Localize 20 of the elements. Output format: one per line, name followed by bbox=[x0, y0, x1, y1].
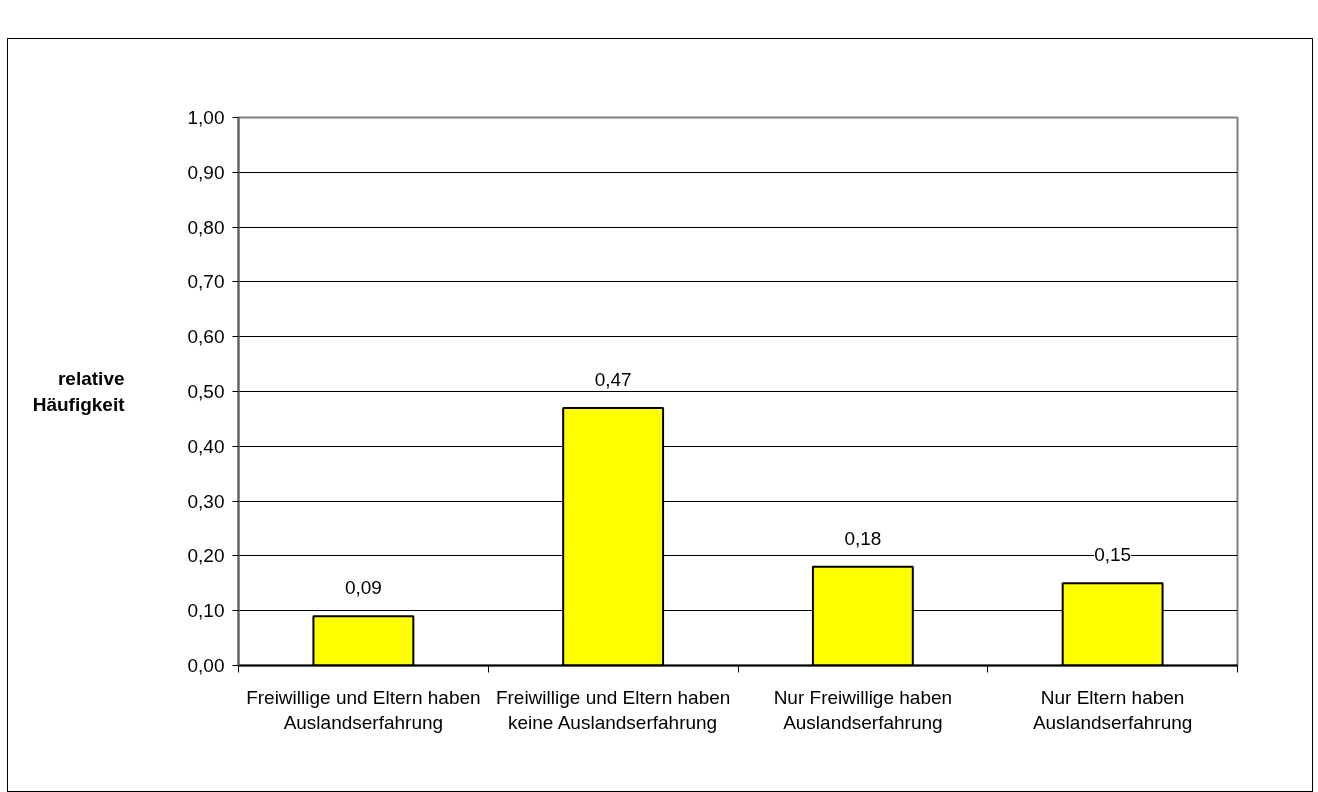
data-label: 0,15 bbox=[1094, 544, 1132, 566]
y-tick-label: 0,70 bbox=[187, 271, 225, 293]
y-tick-label: 0,90 bbox=[187, 161, 225, 183]
y-tick-label: 0,80 bbox=[187, 216, 225, 238]
data-label: 0,09 bbox=[344, 577, 382, 599]
y-axis-title: relative Häufigkeit bbox=[32, 368, 126, 415]
x-tick-label: Freiwillige und Eltern haben keine Auslandserfahrung bbox=[495, 686, 731, 733]
x-tick-label: Nur Freiwillige haben Auslandserfahrung bbox=[773, 686, 953, 733]
y-tick-label: 0,50 bbox=[187, 381, 225, 402]
y-tick-label: 1,00 bbox=[187, 107, 225, 128]
y-tick-label: 0,10 bbox=[187, 600, 225, 622]
y-tick-label: 0,20 bbox=[187, 545, 225, 567]
x-tick-label: Nur Eltern haben Auslandserfahrung bbox=[1032, 686, 1193, 733]
y-tick-label: 0,40 bbox=[187, 435, 225, 457]
x-tick-label: Freiwillige und Eltern haben Auslandserfahrung bbox=[246, 686, 481, 733]
data-label: 0,47 bbox=[594, 368, 632, 390]
y-tick-label: 0,60 bbox=[187, 326, 225, 348]
y-tick-label: 0,30 bbox=[187, 490, 225, 512]
y-tick-label: 0,00 bbox=[187, 655, 225, 676]
data-label: 0,18 bbox=[844, 527, 882, 549]
